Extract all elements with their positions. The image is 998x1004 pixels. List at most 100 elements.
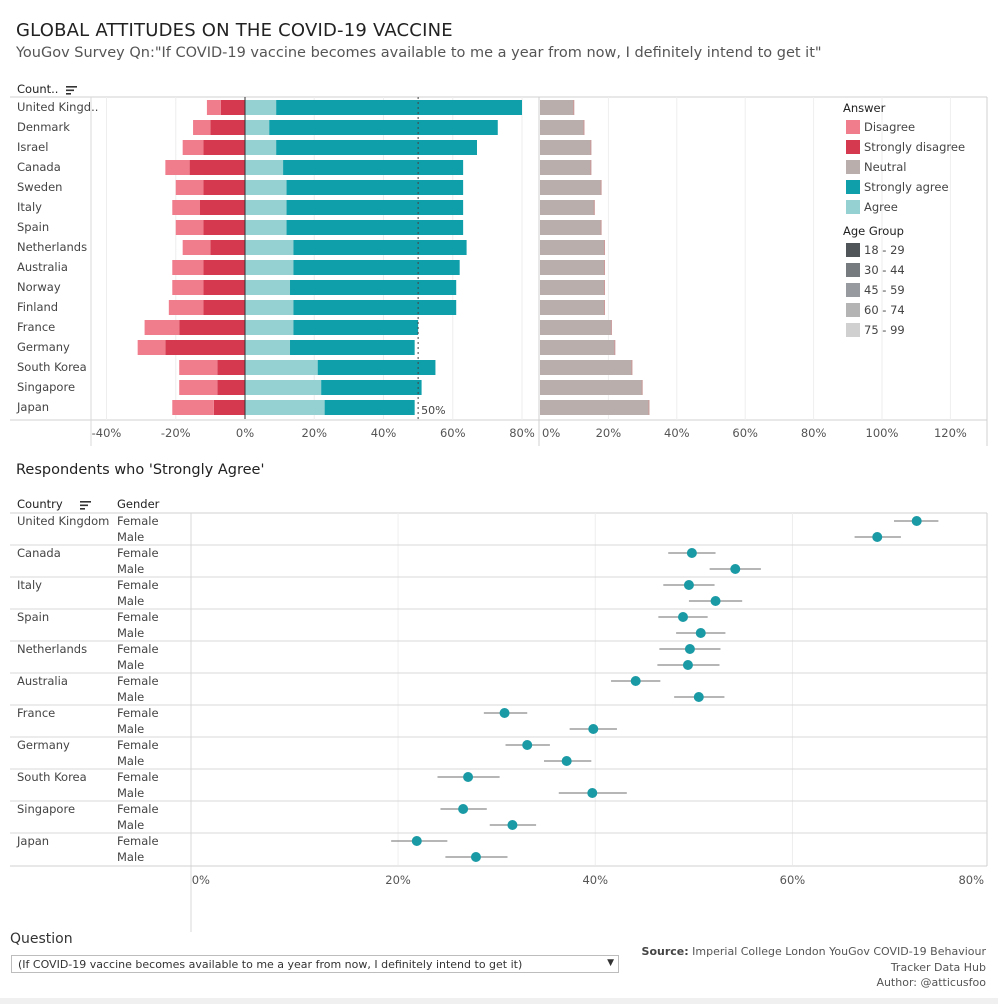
legend-label-18-29[interactable]: 18 - 29 xyxy=(864,243,905,257)
sort-descending-icon[interactable] xyxy=(66,85,78,95)
row-label-israel: Israel xyxy=(17,140,48,154)
row-label-france: France xyxy=(17,320,55,334)
legend-swatch-30-44[interactable] xyxy=(846,263,860,277)
legend-swatch-18-29[interactable] xyxy=(846,243,860,257)
bar-neutral-denmark xyxy=(540,120,585,135)
bar-disagree-spain xyxy=(175,220,204,235)
row-label-spain: Spain xyxy=(17,220,49,234)
gender-label: Female xyxy=(117,610,159,624)
x-tick-bottom: 20% xyxy=(385,873,411,887)
gender-label: Female xyxy=(117,834,159,848)
legend-swatch-agree[interactable] xyxy=(846,200,860,214)
bar-neutral-japan xyxy=(540,400,650,415)
bar-neutral-spain xyxy=(540,220,602,235)
legend-label-neutral[interactable]: Neutral xyxy=(864,160,907,174)
bar-agree-netherlands xyxy=(245,240,294,255)
bar-neutral-singapore xyxy=(540,380,643,395)
bar-agree-australia xyxy=(245,260,294,275)
data-point xyxy=(911,516,922,526)
bar-disagree-finland xyxy=(168,300,204,315)
x-tick-left: 40% xyxy=(371,426,397,440)
row-label-germany: Germany xyxy=(17,340,70,354)
legend-label-strongly-agree[interactable]: Strongly agree xyxy=(864,180,949,194)
row-label-denmark: Denmark xyxy=(17,120,70,134)
data-point xyxy=(630,676,641,686)
legend-label-disagree[interactable]: Disagree xyxy=(864,120,916,134)
bar-agree-spain xyxy=(245,220,287,235)
bar-disagree-france xyxy=(144,320,180,335)
bar-agree-israel xyxy=(245,140,277,155)
gender-label: Male xyxy=(117,658,144,672)
country-label-singapore: Singapore xyxy=(17,802,75,816)
data-point xyxy=(684,644,695,654)
bar-strongly-disagree-australia xyxy=(203,260,245,275)
gender-column-header: Gender xyxy=(117,497,160,511)
bar-disagree-netherlands xyxy=(182,240,211,255)
country-label-japan: Japan xyxy=(16,834,49,848)
gender-label: Male xyxy=(117,722,144,736)
row-label-canada: Canada xyxy=(17,160,61,174)
country-label-canada: Canada xyxy=(17,546,61,560)
question-filter-label: Question xyxy=(10,931,73,947)
x-tick-left: 0% xyxy=(236,426,254,440)
bar-strongly-agree-israel xyxy=(276,140,477,155)
author-label: Author: xyxy=(876,976,917,989)
data-point xyxy=(682,660,693,670)
legend-label-45-59[interactable]: 45 - 59 xyxy=(864,283,905,297)
bar-agree-italy xyxy=(245,200,287,215)
bar-agree-singapore xyxy=(245,380,322,395)
data-point xyxy=(499,708,510,718)
dropdown-arrow-icon[interactable]: ▼ xyxy=(607,958,614,968)
data-point xyxy=(561,756,572,766)
bar-strongly-agree-italy xyxy=(286,200,464,215)
legend-swatch-75-99[interactable] xyxy=(846,323,860,337)
legend-swatch-neutral[interactable] xyxy=(846,160,860,174)
data-point xyxy=(587,788,598,798)
legend-swatch-60-74[interactable] xyxy=(846,303,860,317)
legend-label-30-44[interactable]: 30 - 44 xyxy=(864,263,905,277)
legend-swatch-45-59[interactable] xyxy=(846,283,860,297)
bar-disagree-australia xyxy=(172,260,204,275)
reference-line-label: 50% xyxy=(421,404,445,417)
gender-label: Male xyxy=(117,754,144,768)
legend-swatch-strongly-disagree[interactable] xyxy=(846,140,860,154)
x-tick-right: 100% xyxy=(866,426,899,440)
bar-disagree-norway xyxy=(172,280,204,295)
legend-label-strongly-disagree[interactable]: Strongly disagree xyxy=(864,140,966,154)
data-point xyxy=(695,628,706,638)
country-column-header[interactable]: Count.. xyxy=(17,82,78,96)
legend-swatch-strongly-agree[interactable] xyxy=(846,180,860,194)
x-tick-bottom: 0% xyxy=(192,873,210,887)
gender-label: Female xyxy=(117,642,159,656)
x-tick-bottom: 40% xyxy=(582,873,608,887)
legend-label-60-74[interactable]: 60 - 74 xyxy=(864,303,905,317)
bar-neutral-israel xyxy=(540,140,592,155)
x-tick-bottom: 80% xyxy=(958,873,984,887)
bar-strongly-disagree-germany xyxy=(165,340,245,355)
data-point xyxy=(507,820,518,830)
bar-strongly-disagree-france xyxy=(179,320,245,335)
data-point xyxy=(730,564,741,574)
gender-label: Male xyxy=(117,690,144,704)
row-label-italy: Italy xyxy=(17,200,42,214)
sort-descending-icon[interactable] xyxy=(80,500,92,510)
question-dropdown-value: (If COVID-19 vaccine becomes available t… xyxy=(18,958,523,971)
legend-label-agree[interactable]: Agree xyxy=(864,200,898,214)
bar-strongly-disagree-denmark xyxy=(210,120,245,135)
author-value: @atticusfoo xyxy=(920,976,986,989)
gender-label: Female xyxy=(117,546,159,560)
legend-swatch-disagree[interactable] xyxy=(846,120,860,134)
bar-strongly-disagree-canada xyxy=(189,160,245,175)
bar-strongly-disagree-spain xyxy=(203,220,245,235)
legend-label-75-99[interactable]: 75 - 99 xyxy=(864,323,905,337)
gender-label: Female xyxy=(117,770,159,784)
bar-agree-canada xyxy=(245,160,284,175)
bar-strongly-agree-united-kingdom xyxy=(276,100,522,115)
bar-strongly-disagree-italy xyxy=(199,200,245,215)
bar-agree-united-kingdom xyxy=(245,100,277,115)
question-dropdown[interactable]: (If COVID-19 vaccine becomes available t… xyxy=(11,955,619,973)
data-point xyxy=(463,772,474,782)
country-column-header-2[interactable]: Country xyxy=(17,497,92,511)
bar-strongly-agree-denmark xyxy=(269,120,498,135)
